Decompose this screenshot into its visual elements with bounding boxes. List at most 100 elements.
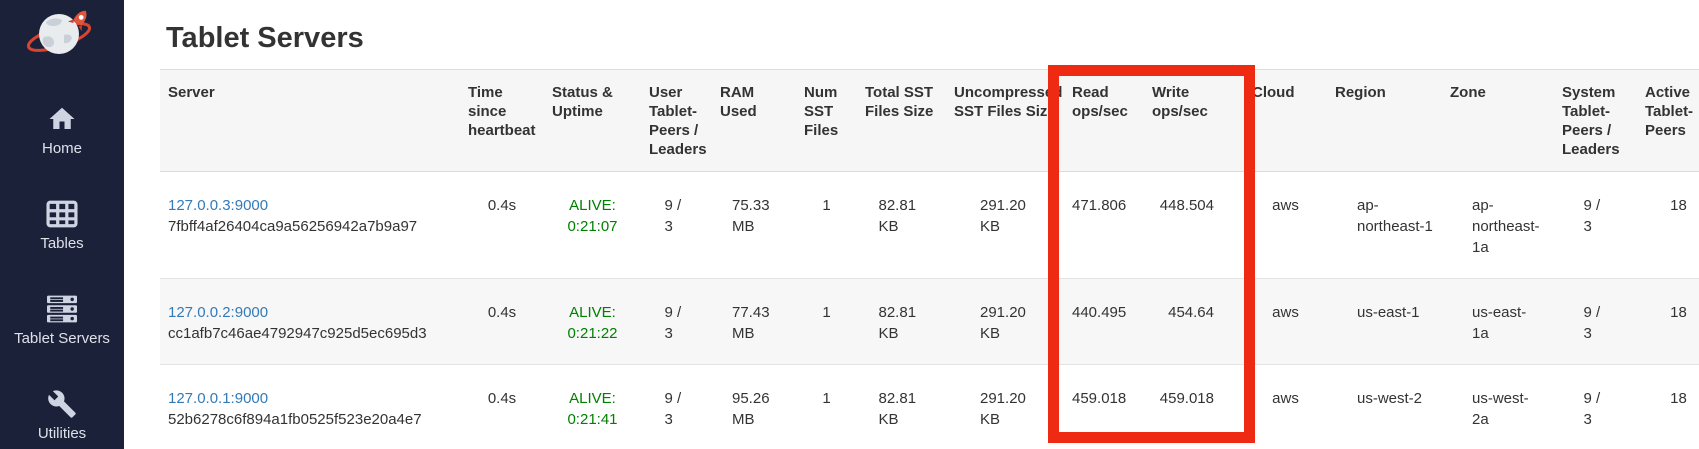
system-tablet-peers-cell-value: 9 / 3 (1583, 304, 1601, 342)
time-since-heartbeat-cell: 0.4s (460, 364, 544, 449)
col-header-ram-used: RAM Used (712, 69, 796, 172)
tablet-servers-table: Server Time since heartbeat Status & Upt… (160, 69, 1699, 449)
region-cell: us-east-1 (1327, 278, 1442, 365)
user-tablet-peers-cell-value: 9 / 3 (664, 390, 682, 428)
sidebar-item-label: Utilities (37, 425, 87, 442)
col-header-cloud: Cloud (1244, 69, 1327, 172)
system-tablet-peers-cell: 9 / 3 (1554, 278, 1637, 365)
user-tablet-peers-cell-value: 9 / 3 (664, 304, 682, 342)
server-uuid: 7fbff4af26404ca9a56256942a7b9a97 (168, 218, 418, 235)
server-uuid: 52b6278c6f894a1fb0525f523e20a4e7 (168, 411, 422, 428)
cloud-cell: aws (1244, 171, 1327, 279)
ram-used-cell-value: 95.26 MB (732, 390, 770, 428)
system-tablet-peers-cell-value: 9 / 3 (1583, 197, 1601, 235)
ram-used-cell-value: 77.43 MB (732, 304, 770, 342)
col-header-uncompressed-sst-files-size: Uncompressed SST Files Size (946, 69, 1064, 172)
utilities-icon (48, 390, 76, 418)
zone-cell: ap-northeast-1a (1442, 171, 1554, 279)
sidebar-item-tables[interactable]: Tables (40, 199, 84, 252)
uptime-value: 0:21:22 (567, 325, 618, 342)
read-ops-sec-cell: 471.806 (1064, 171, 1144, 279)
col-header-region: Region (1327, 69, 1442, 172)
page-title: Tablet Servers (166, 22, 364, 54)
server-cell: 127.0.0.2:9000 cc1afb7c46ae4792947c925d5e… (160, 278, 460, 365)
status-alive-label: ALIVE: (569, 390, 616, 407)
status-alive-label: ALIVE: (569, 197, 616, 214)
user-tablet-peers-cell-value: 9 / 3 (664, 197, 682, 235)
uncompressed-sst-files-size-cell: 291.20 KB (946, 278, 1064, 365)
sidebar-item-label: Tables (40, 235, 84, 252)
sidebar-nav: Home Tables (14, 104, 110, 442)
table-row: 127.0.0.1:9000 52b6278c6f894a1fb0525f523e… (160, 364, 1699, 449)
zone-cell: us-west-2a (1442, 364, 1554, 449)
cloud-cell: aws (1244, 364, 1327, 449)
num-sst-files-cell: 1 (796, 171, 857, 279)
user-tablet-peers-cell: 9 / 3 (641, 171, 712, 279)
zone-cell-value: us-east-1a (1472, 304, 1527, 342)
zone-cell: us-east-1a (1442, 278, 1554, 365)
region-cell-value: ap-northeast-1 (1357, 197, 1433, 235)
zone-cell-value: ap-northeast-1a (1472, 197, 1540, 256)
time-since-heartbeat-cell: 0.4s (460, 171, 544, 279)
ram-used-cell: 95.26 MB (712, 364, 796, 449)
table-row: 127.0.0.2:9000 cc1afb7c46ae4792947c925d5e… (160, 278, 1699, 365)
uncompressed-sst-files-size-cell-value: 291.20 KB (980, 304, 1026, 342)
uncompressed-sst-files-size-cell: 291.20 KB (946, 171, 1064, 279)
col-header-status-uptime: Status & Uptime (544, 69, 641, 172)
zone-cell-value: us-west-2a (1472, 390, 1529, 428)
total-sst-files-size-cell: 82.81 KB (857, 364, 946, 449)
col-header-system-tablet-peers: System Tablet-Peers / Leaders (1554, 69, 1637, 172)
yugabyte-logo-icon[interactable] (23, 6, 101, 62)
table-header-row: Server Time since heartbeat Status & Upt… (160, 69, 1699, 172)
cloud-cell: aws (1244, 278, 1327, 365)
write-ops-sec-cell: 459.018 (1144, 364, 1244, 449)
tables-icon (46, 200, 78, 228)
table-row: 127.0.0.3:9000 7fbff4af26404ca9a56256942a… (160, 171, 1699, 279)
ram-used-cell: 77.43 MB (712, 278, 796, 365)
ram-used-cell: 75.33 MB (712, 171, 796, 279)
server-address-link[interactable]: 127.0.0.1:9000 (168, 390, 269, 407)
tablet-servers-icon (47, 295, 77, 323)
uncompressed-sst-files-size-cell: 291.20 KB (946, 364, 1064, 449)
col-header-write-ops-sec: Write ops/sec (1144, 69, 1244, 172)
status-uptime-cell: ALIVE: 0:21:07 (544, 171, 641, 279)
total-sst-files-size-cell-value: 82.81 KB (878, 304, 917, 342)
sidebar-item-tablet-servers[interactable]: Tablet Servers (14, 294, 110, 347)
col-header-read-ops-sec: Read ops/sec (1064, 69, 1144, 172)
server-cell: 127.0.0.3:9000 7fbff4af26404ca9a56256942a… (160, 171, 460, 279)
server-address-link[interactable]: 127.0.0.2:9000 (168, 304, 269, 321)
total-sst-files-size-cell-value: 82.81 KB (878, 390, 917, 428)
read-ops-sec-cell: 440.495 (1064, 278, 1144, 365)
main-content: Tablet Servers Server Time since heartbe… (124, 0, 1699, 449)
col-header-zone: Zone (1442, 69, 1554, 172)
read-ops-sec-cell: 459.018 (1064, 364, 1144, 449)
region-cell-value: us-west-2 (1357, 390, 1423, 407)
num-sst-files-cell: 1 (796, 364, 857, 449)
col-header-num-sst-files: Num SST Files (796, 69, 857, 172)
write-ops-sec-cell: 448.504 (1144, 171, 1244, 279)
region-cell-value: us-east-1 (1357, 304, 1420, 321)
status-uptime-cell: ALIVE: 0:21:41 (544, 364, 641, 449)
system-tablet-peers-cell: 9 / 3 (1554, 364, 1637, 449)
ram-used-cell-value: 75.33 MB (732, 197, 770, 235)
server-address-link[interactable]: 127.0.0.3:9000 (168, 197, 269, 214)
status-alive-label: ALIVE: (569, 304, 616, 321)
col-header-server: Server (160, 69, 460, 172)
total-sst-files-size-cell: 82.81 KB (857, 171, 946, 279)
total-sst-files-size-cell-value: 82.81 KB (878, 197, 917, 235)
system-tablet-peers-cell: 9 / 3 (1554, 171, 1637, 279)
num-sst-files-cell: 1 (796, 278, 857, 365)
uptime-value: 0:21:07 (567, 218, 618, 235)
region-cell: ap-northeast-1 (1327, 171, 1442, 279)
uptime-value: 0:21:41 (567, 411, 618, 428)
active-tablet-peers-cell: 18 (1637, 278, 1699, 365)
sidebar-item-label: Tablet Servers (14, 330, 110, 347)
sidebar-item-home[interactable]: Home (42, 104, 82, 157)
server-cell: 127.0.0.1:9000 52b6278c6f894a1fb0525f523e… (160, 364, 460, 449)
sidebar-item-utilities[interactable]: Utilities (38, 389, 86, 442)
active-tablet-peers-cell: 18 (1637, 171, 1699, 279)
sidebar-item-label: Home (41, 140, 82, 157)
col-header-total-sst-files-size: Total SST Files Size (857, 69, 946, 172)
total-sst-files-size-cell: 82.81 KB (857, 278, 946, 365)
